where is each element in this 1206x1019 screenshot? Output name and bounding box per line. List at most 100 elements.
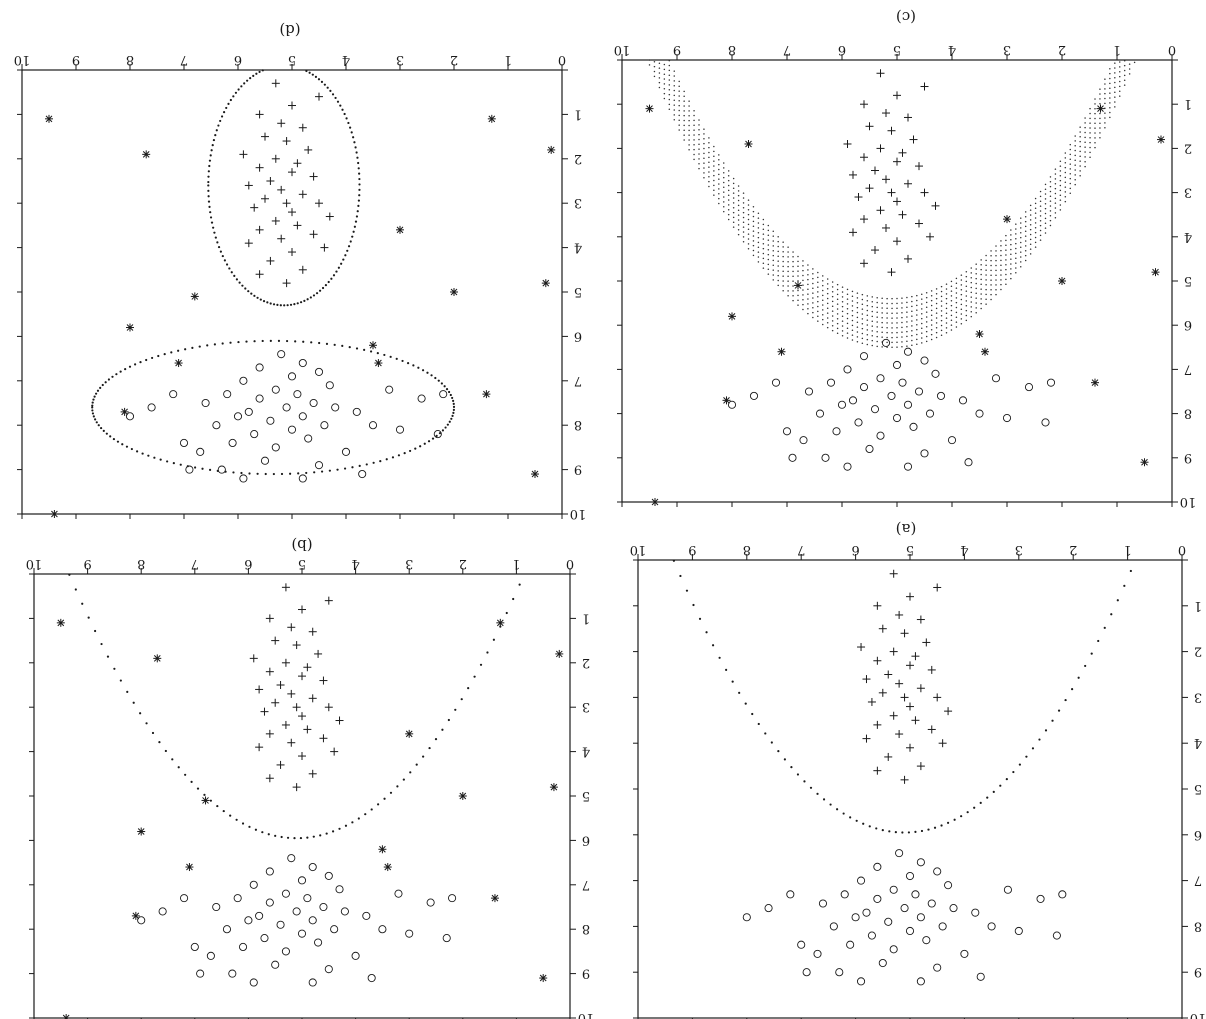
panel-c-circle-point bbox=[799, 436, 808, 445]
panel-d-plus-point bbox=[244, 239, 253, 248]
panel-b-circle-point bbox=[324, 871, 333, 880]
panel-a-circle-point bbox=[900, 904, 909, 913]
panel-a-circle-point bbox=[933, 867, 942, 876]
panel-a-plus-point bbox=[938, 739, 947, 748]
panel-a-plus-point bbox=[933, 693, 942, 702]
panel-d-circle-point bbox=[395, 425, 405, 434]
panel-c-circle-point bbox=[865, 444, 874, 454]
panel-a-circle-point bbox=[764, 904, 773, 913]
panel-a-circle-point bbox=[911, 890, 920, 899]
panel-d-plus-point bbox=[298, 265, 307, 274]
panel-c-y-tick-label: 6 bbox=[1184, 317, 1192, 332]
panel-c-x-tick-label: 5 bbox=[893, 42, 901, 57]
panel-c-x-tick-label: 1 bbox=[1113, 42, 1121, 57]
panel-d-circle-point bbox=[255, 394, 264, 403]
panel-c-circle-point bbox=[854, 418, 863, 427]
panel-a-circle-point bbox=[1003, 885, 1012, 894]
panel-a-x-tick-label: 3 bbox=[1015, 542, 1023, 557]
panel-a-frame bbox=[637, 559, 1183, 1019]
panel-d-plus-point bbox=[244, 181, 253, 190]
panel-d-x-tick-label: 10 bbox=[14, 52, 31, 67]
panel-b-star-point bbox=[490, 894, 499, 903]
panel-d-circle-point bbox=[287, 425, 297, 434]
panel-a-plus-point bbox=[900, 775, 909, 784]
panel-b-star-point bbox=[555, 649, 564, 658]
panel-c-star-point bbox=[722, 396, 731, 405]
panel-b-star-point bbox=[458, 792, 467, 800]
panel-d-y-tick-label: 10 bbox=[570, 506, 587, 521]
panel-a-circle-point bbox=[802, 968, 811, 977]
panel-d-star-point bbox=[142, 150, 151, 159]
panel-b-star-point bbox=[383, 863, 392, 872]
panel-b-circle-point bbox=[405, 929, 414, 938]
panel-d-plus-point bbox=[288, 208, 296, 217]
panel-c-circle-point bbox=[1041, 418, 1050, 427]
panel-b-star-point bbox=[131, 911, 140, 920]
panel-a-x-tick-label: 9 bbox=[688, 542, 696, 557]
panel-b-y-tick-label: 4 bbox=[582, 744, 590, 759]
panel-b-circle-point bbox=[265, 867, 274, 876]
panel-b-x-tick-label: 7 bbox=[191, 556, 199, 571]
panel-b-plus-point bbox=[298, 752, 306, 761]
panel-b-star-point bbox=[62, 1014, 71, 1019]
panel-c-circle-point bbox=[848, 396, 858, 405]
panel-a-plus-point bbox=[922, 638, 931, 647]
panel-d-y-tick-label: 5 bbox=[574, 284, 582, 299]
panel-b-plus-point bbox=[324, 596, 333, 605]
panel-b-plus-point bbox=[265, 774, 274, 783]
panel-a-plus-point bbox=[878, 624, 887, 633]
panel-c-circle-point bbox=[815, 409, 825, 418]
panel-b-circle-point bbox=[297, 876, 307, 885]
panel-a-x-tick-label: 4 bbox=[960, 542, 968, 557]
panel-b-plus-point bbox=[298, 712, 306, 721]
panel-b-x-tick-label: 4 bbox=[351, 556, 359, 571]
panel-d-circle-point bbox=[325, 381, 334, 390]
panel-d-circle-point bbox=[250, 430, 259, 439]
panel-c-y-tick-label: 4 bbox=[1184, 229, 1192, 244]
panel-a-circle-point bbox=[889, 885, 898, 894]
panel-a-circle-point bbox=[916, 977, 925, 986]
panel-c-x-tick-label: 4 bbox=[948, 42, 956, 57]
panel-d-y-tick-label: 4 bbox=[574, 240, 582, 255]
panel-b-plus-point bbox=[298, 672, 306, 681]
panel-b-frame bbox=[33, 573, 571, 1019]
panel-d-star-point bbox=[45, 114, 53, 123]
panel-b-plus-point bbox=[308, 627, 317, 636]
panel-d-circle-point bbox=[352, 407, 361, 416]
panel-b-x-tick-label: 5 bbox=[298, 556, 306, 571]
panel-a-plus-point bbox=[916, 762, 925, 771]
panel-b: (b) 0 1 2 3 4 5 6 7 8 9 10 1 2 3 4 5 6 7 8 9 10 bbox=[26, 536, 594, 1019]
panel-d-plus-point bbox=[282, 137, 291, 146]
panel-a-plus-point bbox=[927, 665, 936, 674]
panel-c-plus-point bbox=[893, 197, 901, 206]
panel-c-star-point bbox=[645, 104, 654, 113]
panel-b-plus-point bbox=[260, 707, 269, 716]
panel-b-circle-point bbox=[244, 916, 253, 925]
panel-c-uncertainty-band bbox=[648, 59, 1136, 349]
panel-d-circle-point bbox=[169, 390, 178, 399]
panel-c-circle-point bbox=[749, 391, 759, 400]
panel-b-circle-point bbox=[319, 902, 328, 912]
panel-c-plus-point bbox=[920, 188, 929, 197]
panel-b-circle-point bbox=[362, 911, 371, 920]
panel-b-plus-point bbox=[276, 681, 285, 689]
panel-b-plus-point bbox=[303, 663, 312, 672]
panel-d-plus-point bbox=[255, 270, 264, 279]
panel-d-circle-point bbox=[298, 412, 307, 421]
panel-b-x-tick-label: 0 bbox=[566, 556, 574, 571]
panel-b-star-point bbox=[405, 729, 414, 738]
panel-b-star-point bbox=[378, 845, 387, 854]
panel-c-star-point bbox=[728, 312, 736, 321]
panel-b-plus-point bbox=[271, 698, 280, 707]
panel-d-circle-point bbox=[433, 430, 442, 439]
panel-c-plus-point bbox=[849, 170, 857, 179]
panel-d: (d) 0 1 2 3 4 5 6 7 8 9 10 1 2 3 4 5 6 7 8 9 10 bbox=[14, 21, 587, 521]
panel-c-circle-point bbox=[826, 378, 836, 387]
panel-a-circle-point bbox=[1052, 931, 1061, 940]
panel-b-plus-point bbox=[271, 636, 280, 645]
panel-b-circle-point bbox=[340, 907, 349, 916]
panel-c-circle-point bbox=[876, 431, 885, 440]
panel-d-plus-point bbox=[250, 203, 259, 212]
panel-c-circle-point bbox=[832, 427, 841, 436]
panel-b-circle-point bbox=[394, 889, 403, 898]
